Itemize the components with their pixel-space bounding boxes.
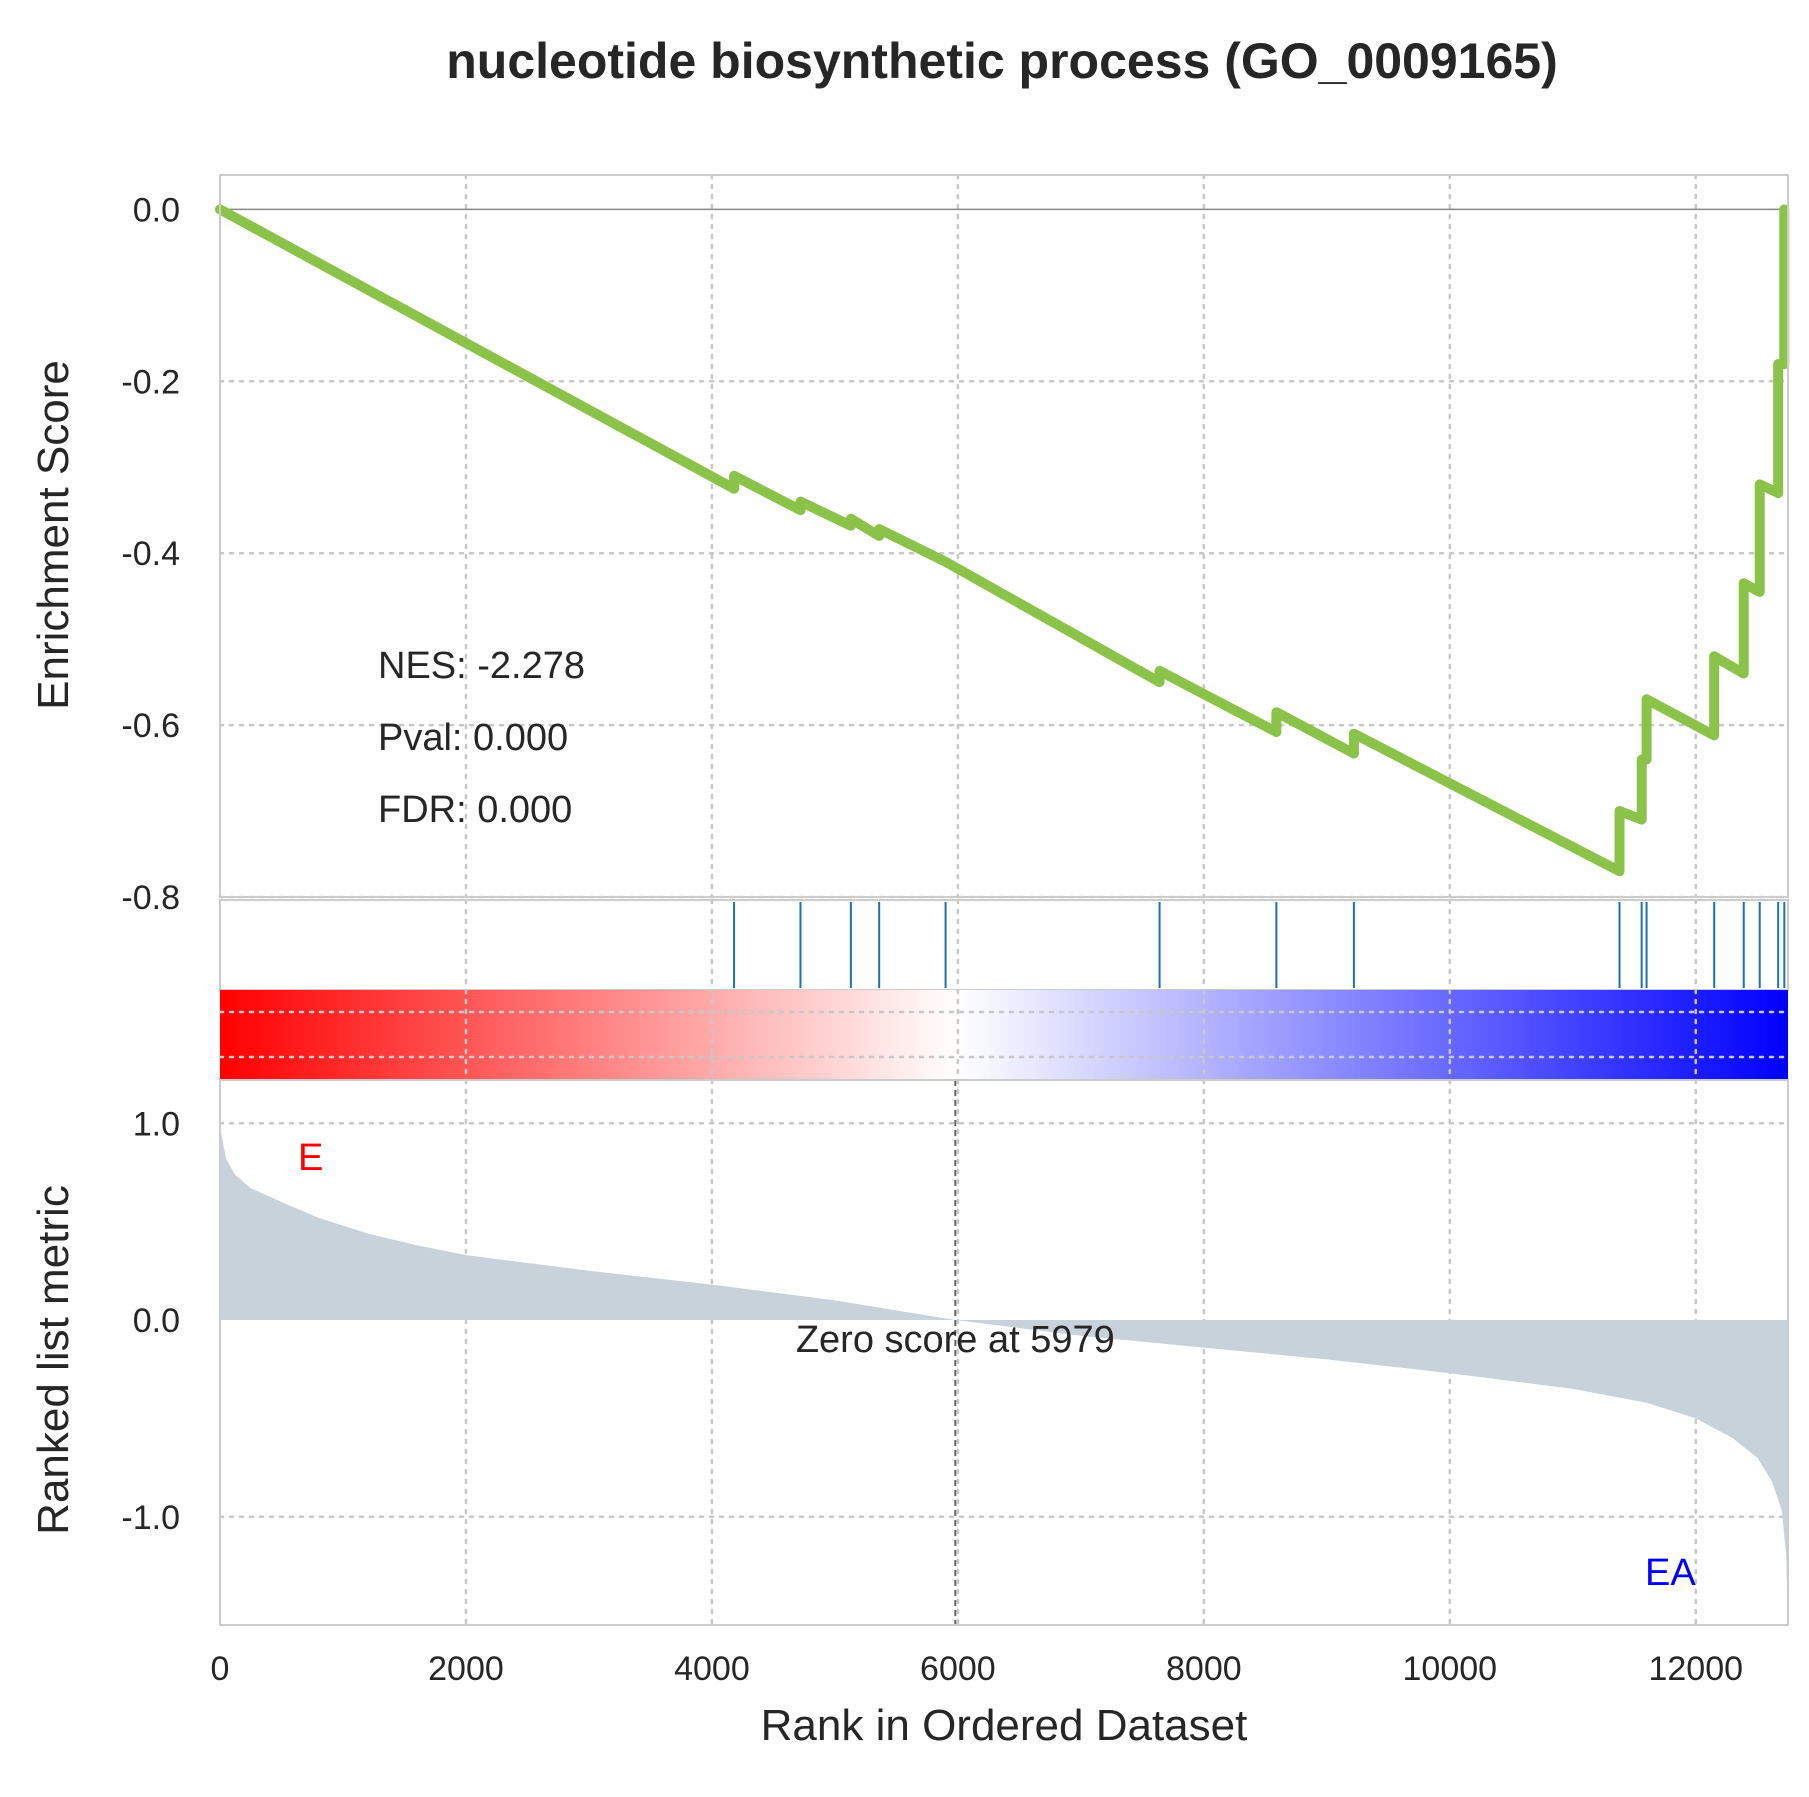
colorbar-panel (218, 988, 1790, 1082)
x-tick-label: 10000 (1403, 1650, 1498, 1688)
ranked-metric-panel: 1.0 0.0 -1.0 Ranked list metric Zero score… (29, 1078, 1790, 1627)
enrichment-y-tick-label: -0.6 (121, 707, 180, 745)
hits-frame (219, 899, 1789, 991)
negative-phenotype-label: EA (1645, 1552, 1696, 1594)
x-tick-label: 2000 (428, 1650, 504, 1688)
zero-score-label: Zero score at 5979 (796, 1319, 1115, 1361)
ranked-y-tick-label: -1.0 (121, 1499, 180, 1537)
ranked-metric-area (220, 1083, 1788, 1625)
enrichment-frame (219, 174, 1789, 898)
ranked-y-label: Ranked list metric (29, 1185, 78, 1535)
rank-colorbar (220, 990, 1788, 1080)
hit-lines (733, 902, 1786, 988)
enrichment-y-tick-label: -0.4 (121, 535, 180, 573)
enrichment-y-tick-label: 0.0 (133, 191, 180, 229)
x-axis-label: Rank in Ordered Dataset (761, 1701, 1248, 1750)
x-axis-ticks: 0 2000 4000 6000 8000 10000 12000 (211, 1650, 1743, 1688)
enrichment-y-tick-label: -0.2 (121, 363, 180, 401)
x-tick-label: 12000 (1648, 1650, 1743, 1688)
chart-title: nucleotide biosynthetic process (GO_0009… (446, 33, 1558, 89)
ranked-y-ticks: 1.0 0.0 -1.0 (121, 1105, 180, 1537)
x-tick-label: 6000 (920, 1650, 996, 1688)
pval-annotation: Pval: 0.000 (378, 717, 568, 759)
fdr-annotation: FDR: 0.000 (378, 789, 572, 831)
x-tick-label: 0 (211, 1650, 230, 1688)
positive-phenotype-label: E (298, 1137, 323, 1179)
x-tick-label: 8000 (1166, 1650, 1242, 1688)
enrichment-panel: 0.0 -0.2 -0.4 -0.6 -0.8 Enrichment Score NES… (29, 173, 1790, 917)
enrichment-y-tick-label: -0.8 (121, 879, 180, 917)
ranked-y-tick-label: 1.0 (133, 1105, 180, 1143)
ranked-y-tick-label: 0.0 (133, 1302, 180, 1340)
hits-panel (219, 898, 1789, 992)
nes-annotation: NES: -2.278 (378, 645, 585, 687)
ranked-grid (218, 1078, 1790, 1627)
enrichment-y-ticks: 0.0 -0.2 -0.4 -0.6 -0.8 (121, 191, 180, 917)
enrichment-y-label: Enrichment Score (29, 360, 78, 710)
ranked-frame (219, 1079, 1789, 1626)
x-tick-label: 4000 (674, 1650, 750, 1688)
enrichment-score-line (215, 204, 1790, 877)
